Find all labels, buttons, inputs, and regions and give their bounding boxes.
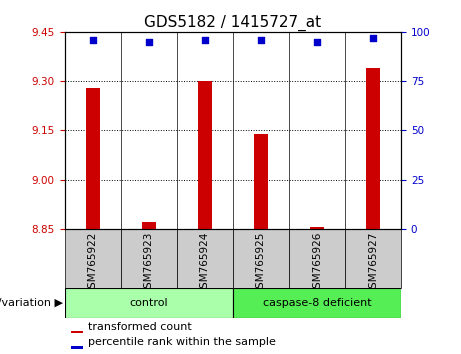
Bar	[310, 227, 324, 229]
Text: transformed count: transformed count	[88, 322, 192, 332]
Bar	[233, 229, 289, 288]
Text: genotype/variation ▶: genotype/variation ▶	[0, 298, 64, 308]
Bar	[366, 68, 380, 229]
Bar	[289, 229, 345, 288]
Text: GSM765923: GSM765923	[144, 232, 154, 295]
Title: GDS5182 / 1415727_at: GDS5182 / 1415727_at	[144, 14, 321, 30]
Bar	[345, 229, 401, 288]
Bar	[86, 88, 100, 229]
Point	[201, 37, 208, 42]
Bar	[254, 134, 268, 229]
Text: control: control	[130, 298, 168, 308]
Bar	[142, 222, 156, 229]
Bar	[71, 346, 83, 349]
Text: GSM765925: GSM765925	[256, 232, 266, 295]
Point	[313, 39, 321, 45]
Point	[369, 35, 377, 41]
Text: GSM765922: GSM765922	[88, 232, 98, 295]
Text: GSM765927: GSM765927	[368, 232, 378, 295]
Bar	[65, 229, 121, 288]
Bar	[65, 288, 233, 318]
Text: percentile rank within the sample: percentile rank within the sample	[88, 337, 276, 347]
Bar	[198, 81, 212, 229]
Point	[257, 37, 265, 42]
Bar	[233, 288, 401, 318]
Text: caspase-8 deficient: caspase-8 deficient	[263, 298, 371, 308]
Bar	[121, 229, 177, 288]
Point	[89, 37, 96, 42]
Text: GSM765926: GSM765926	[312, 232, 322, 295]
Text: GSM765924: GSM765924	[200, 232, 210, 295]
Bar	[71, 331, 83, 333]
Point	[145, 39, 152, 45]
Bar	[177, 229, 233, 288]
